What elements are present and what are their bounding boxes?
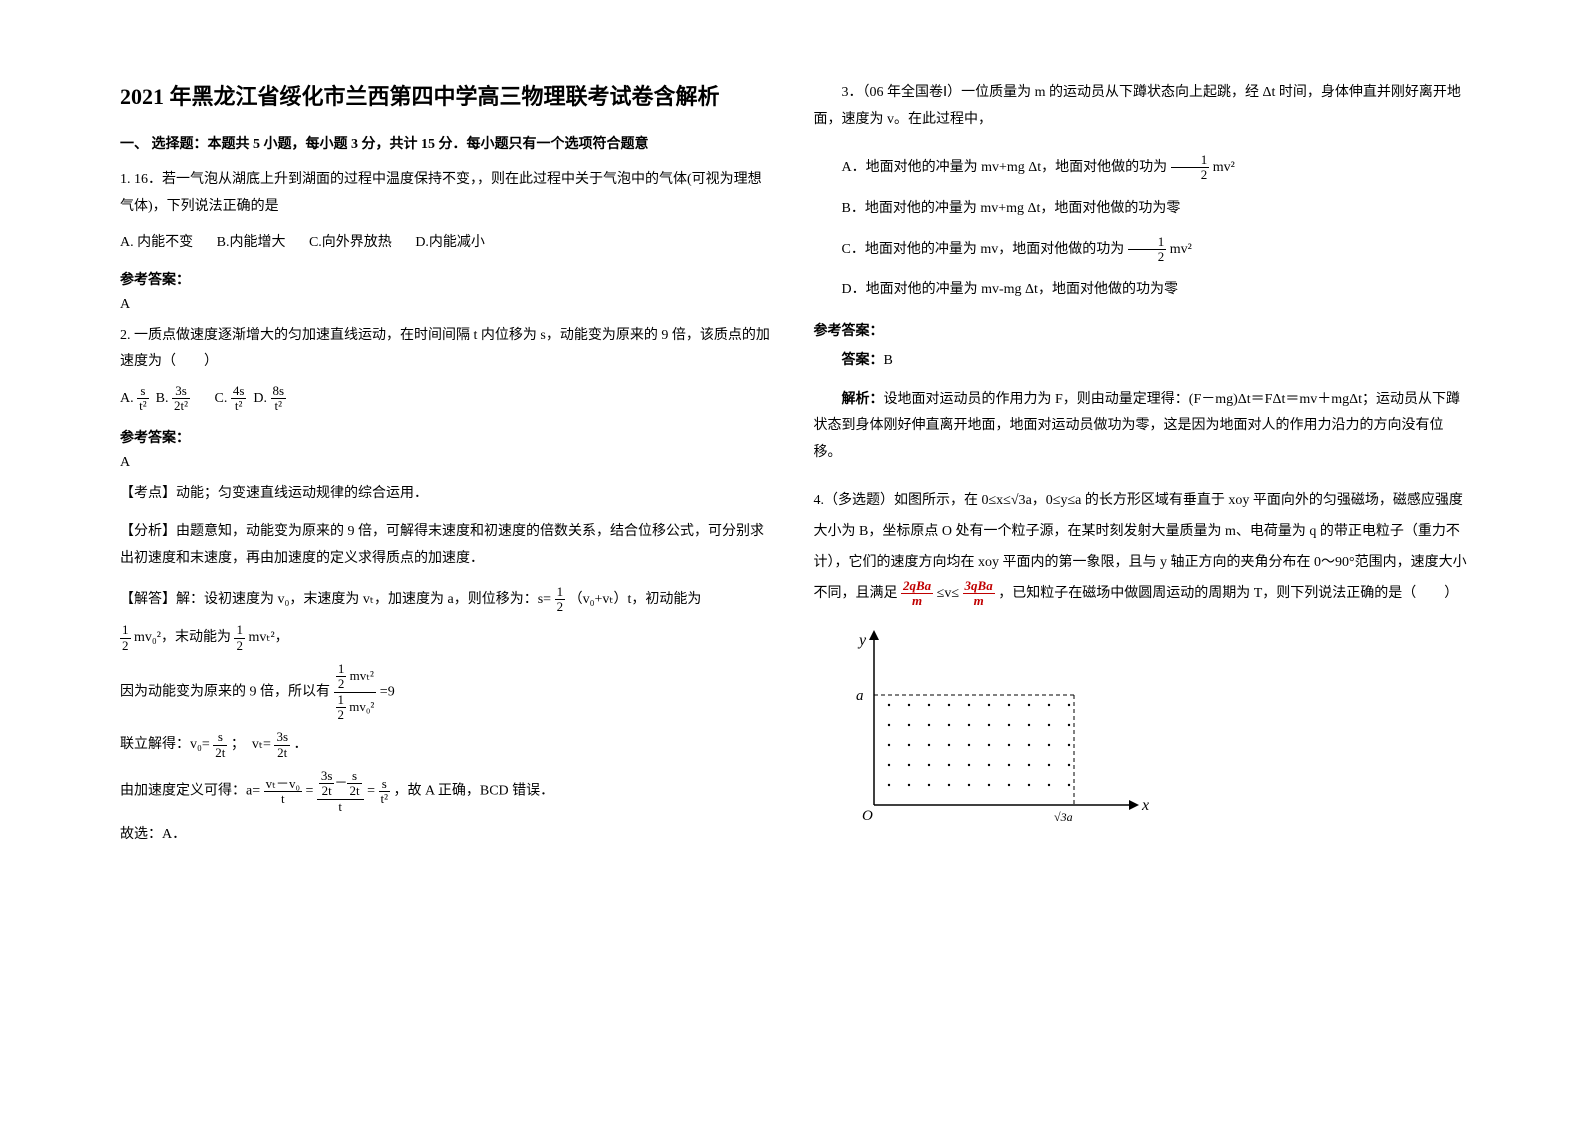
axis-x-label: x [1141,797,1149,814]
question-1: 1. 16．若一气泡从湖底上升到湖面的过程中温度保持不变，，则在此过程中关于气泡… [120,167,774,257]
q1-opt-b: B.内能增大 [217,230,286,257]
q2-jieda1: 【解答】解：设初速度为 v₀，末速度为 vₜ，加速度为 a，则位移为：s= 12… [120,585,774,616]
q2-jieda6: 故选：A． [120,822,774,849]
q1-opt-d: D.内能减小 [415,230,485,257]
q2-answer: A [120,455,774,471]
q2-kaodian: 【考点】动能；匀变速直线运动规律的综合运用． [120,481,774,508]
coordinate-diagram: y x O a √3a placeholder [834,625,1154,825]
a-label: a [856,688,864,704]
origin-label: O [862,808,873,824]
q2-jieda2: 12 mv₀²，末动能为 12 mvₜ²， [120,623,774,654]
q3-jiexi: 解析：设地面对运动员的作用力为 F，则由动量定理得：(F－mg)Δt＝FΔt＝m… [814,387,1468,467]
q2-jieda4: 联立解得：v₀= s2t ； vₜ= 3s2t ． [120,730,774,761]
q1-opt-a: A. 内能不变 [120,230,193,257]
section-heading: 一、 选择题：本题共 5 小题，每小题 3 分，共计 15 分．每小题只有一个选… [120,133,774,153]
left-column: 2021 年黑龙江省绥化市兰西第四中学高三物理联考试卷含解析 一、 选择题：本题… [100,80,794,1082]
question-3: 3．（06 年全国卷Ⅰ）一位质量为 m 的运动员从下蹲状态向上起跳，经 Δt 时… [814,80,1468,133]
page-title: 2021 年黑龙江省绥化市兰西第四中学高三物理联考试卷含解析 [120,80,774,113]
axis-y-label: y [857,632,867,649]
sqrt3a-label: √3a [1054,810,1073,824]
q1-answer: A [120,297,774,313]
q1-answer-label: 参考答案： [120,269,774,289]
q2-answer-label: 参考答案： [120,427,774,447]
q3-opt-c: C．地面对他的冲量为 mv，地面对他做的功为 12 mv² [814,235,1468,266]
q1-options: A. 内能不变 B.内能增大 C.向外界放热 D.内能减小 [120,230,774,257]
q3-opt-a: A．地面对他的冲量为 mv+mg Δt，地面对他做的功为 12 mv² [814,153,1468,184]
q2-jieda5: 由加速度定义可得：a= vₜ－v₀t = 3s2t－s2tt = st² ，故 … [120,769,774,814]
q2-options: A. st² B. 3s2t² C. 4st² D. 8st² [120,384,774,415]
question-2: 2. 一质点做速度逐渐增大的匀加速直线运动，在时间间隔 t 内位移为 s，动能变… [120,323,774,415]
q2-text: 2. 一质点做速度逐渐增大的匀加速直线运动，在时间间隔 t 内位移为 s，动能变… [120,323,774,376]
q1-opt-c: C.向外界放热 [309,230,392,257]
question-4: 4.（多选题）如图所示，在 0≤x≤√3a，0≤y≤a 的长方形区域有垂直于 x… [814,486,1468,609]
q3-opt-b: B．地面对他的冲量为 mv+mg Δt，地面对他做的功为零 [814,196,1468,223]
q4-diagram: y x O a √3a placeholder [834,625,1468,830]
q2-jieda3: 因为动能变为原来的 9 倍，所以有 12 mvₜ² 12 mv₀² =9 [120,662,774,722]
q3-opt-d: D．地面对他的冲量为 mv-mg Δt，地面对他做的功为零 [814,277,1468,304]
q1-text: 1. 16．若一气泡从湖底上升到湖面的过程中温度保持不变，，则在此过程中关于气泡… [120,167,774,220]
right-column: 3．（06 年全国卷Ⅰ）一位质量为 m 的运动员从下蹲状态向上起跳，经 Δt 时… [794,80,1488,1082]
q3-answer-line: 答案：B [814,348,1468,375]
q2-fenxi: 【分析】由题意知，动能变为原来的 9 倍，可解得末速度和初速度的倍数关系，结合位… [120,519,774,572]
q3-answer-label: 参考答案： [814,320,1468,340]
